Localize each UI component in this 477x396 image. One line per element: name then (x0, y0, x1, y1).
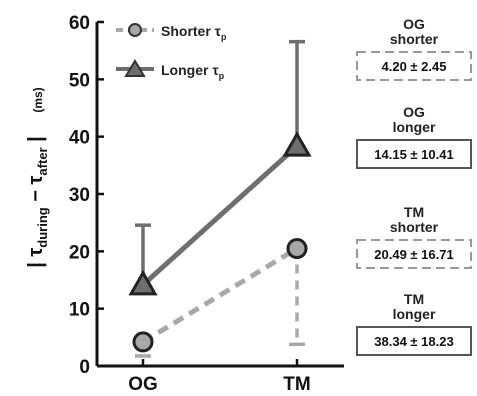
y-tick-label: 60 (69, 13, 90, 34)
y-axis-unit: (ms) (31, 87, 45, 112)
annotation-box (356, 139, 472, 169)
legend-label-longer: Longer τp (161, 62, 225, 81)
data-point (128, 269, 158, 296)
annotation-box (356, 326, 472, 356)
annotation-group-label: OG (403, 104, 425, 120)
plot-area: 0 10 20 30 40 50 60 OG TM (69, 13, 344, 395)
legend-marker-shorter (128, 23, 142, 37)
y-axis-label: | τduring − τafter | (25, 136, 50, 268)
annotation-value: 38.34 ± 18.23 (374, 334, 453, 349)
data-point (132, 331, 154, 353)
annotation-value: 14.15 ± 10.41 (374, 147, 453, 162)
legend-marker-longer (124, 59, 146, 77)
y-tick-label: 50 (69, 70, 90, 91)
annotation-condition-label: longer (393, 119, 436, 135)
y-tick-label: 30 (69, 185, 90, 206)
annotation-value: 4.20 ± 2.45 (382, 59, 447, 74)
annotation-value: 20.49 ± 16.71 (374, 247, 453, 262)
data-point (286, 238, 308, 260)
annotation-group-label: OG (403, 16, 425, 32)
x-tick-label: OG (128, 374, 158, 395)
annotation-group-label: TM (404, 204, 424, 220)
annotation-condition-label: shorter (390, 219, 439, 235)
legend: Shorter τp Longer τp (116, 23, 227, 81)
x-tick-label: TM (283, 374, 310, 395)
legend-label-shorter: Shorter τp (161, 23, 227, 42)
y-tick-label: 10 (69, 300, 90, 321)
y-tick-label: 40 (69, 128, 90, 149)
series-line (141, 246, 299, 345)
annotation-box (356, 51, 472, 81)
y-tick-label: 20 (69, 242, 90, 263)
annotation-group-label: TM (404, 291, 424, 307)
annotation-condition-label: shorter (390, 31, 439, 47)
y-tick-label: 0 (79, 357, 90, 378)
data-point (282, 131, 312, 157)
annotation-condition-label: longer (393, 306, 436, 322)
series-line (141, 144, 299, 287)
annotation-box (356, 239, 472, 269)
